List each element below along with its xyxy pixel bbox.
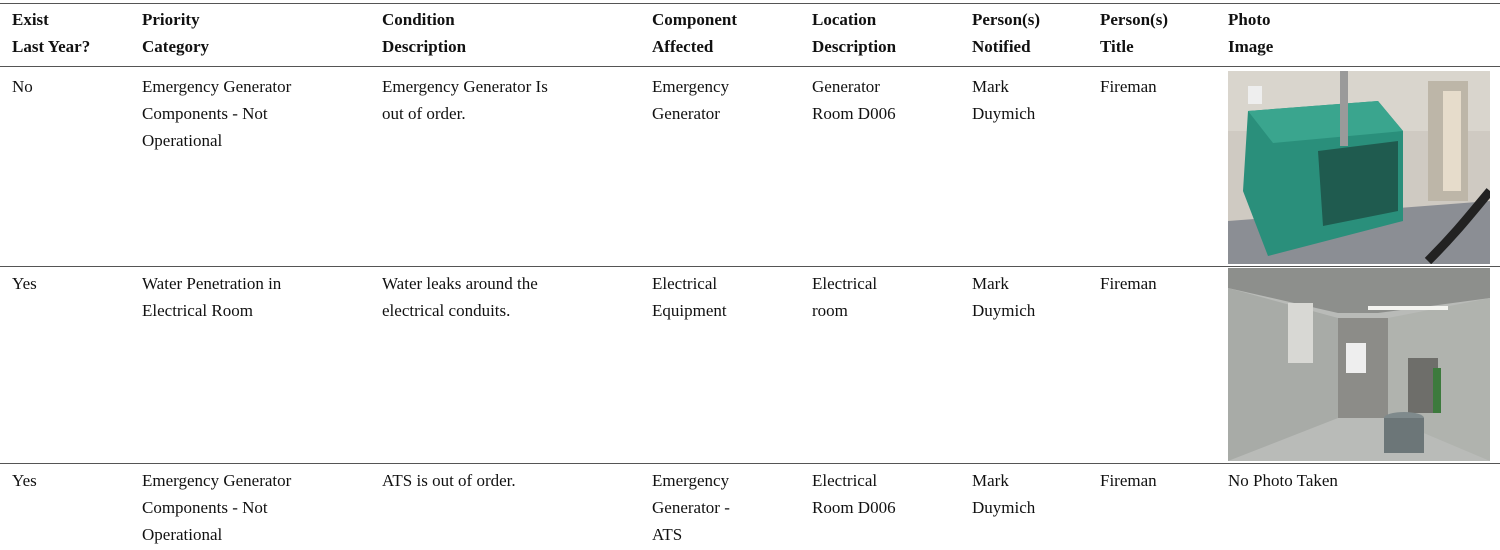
persons-title: Fireman <box>1100 274 1157 293</box>
header-priority-category: Priority <box>142 10 200 29</box>
priority-category: Electrical Room <box>142 301 253 320</box>
header-condition-description: Description <box>382 37 467 56</box>
priority-category: Operational <box>142 131 223 150</box>
persons-notified: Duymich <box>972 301 1036 320</box>
header-persons-title: Title <box>1100 37 1134 56</box>
component-affected: Emergency <box>652 471 730 490</box>
header-component-affected: Component <box>652 10 738 29</box>
component-affected: Generator - <box>652 498 730 517</box>
priority-category: Water Penetration in <box>142 274 282 293</box>
header-rule <box>0 66 1500 67</box>
location-description: Generator <box>812 77 880 96</box>
photo-generator <box>1228 71 1490 264</box>
exist-last-year: No <box>12 77 33 96</box>
header-component-affected: Affected <box>652 37 714 56</box>
persons-title: Fireman <box>1100 77 1157 96</box>
persons-notified: Mark <box>972 274 1009 293</box>
location-description: Room D006 <box>812 498 896 517</box>
priority-category: Operational <box>142 525 223 544</box>
priority-category: Components - Not <box>142 104 268 123</box>
header-priority-category: Category <box>142 37 210 56</box>
priority-category: Emergency Generator <box>142 471 292 490</box>
header-photo-image: Photo <box>1228 10 1271 29</box>
persons-notified: Mark <box>972 77 1009 96</box>
location-description: Electrical <box>812 274 878 293</box>
header-location-description: Location <box>812 10 877 29</box>
photo-image: No Photo Taken <box>1228 471 1338 490</box>
header-exist-last-year: Last Year? <box>12 37 91 56</box>
location-description: room <box>812 301 848 320</box>
component-affected: Equipment <box>652 301 727 320</box>
condition-description: electrical conduits. <box>382 301 511 320</box>
persons-title: Fireman <box>1100 471 1157 490</box>
condition-description: Emergency Generator Is <box>382 77 548 96</box>
header-persons-notified: Person(s) <box>972 10 1040 29</box>
exist-last-year: Yes <box>12 274 37 293</box>
component-affected: Electrical <box>652 274 718 293</box>
priority-category: Components - Not <box>142 498 268 517</box>
header-location-description: Description <box>812 37 897 56</box>
header-persons-notified: Notified <box>972 37 1031 56</box>
component-affected: ATS <box>652 525 683 544</box>
location-description: Electrical <box>812 471 878 490</box>
header-persons-title: Person(s) <box>1100 10 1168 29</box>
persons-notified: Mark <box>972 471 1009 490</box>
photo-electrical-room <box>1228 268 1490 461</box>
persons-notified: Duymich <box>972 104 1036 123</box>
header-photo-image: Image <box>1228 37 1274 56</box>
header-exist-last-year: Exist <box>12 10 49 29</box>
condition-description: ATS is out of order. <box>382 471 516 490</box>
table-top-rule <box>0 3 1500 4</box>
priority-category: Emergency Generator <box>142 77 292 96</box>
row-rule <box>0 266 1500 267</box>
persons-notified: Duymich <box>972 498 1036 517</box>
location-description: Room D006 <box>812 104 896 123</box>
condition-description: out of order. <box>382 104 466 123</box>
header-condition-description: Condition <box>382 10 455 29</box>
condition-description: Water leaks around the <box>382 274 538 293</box>
component-affected: Emergency <box>652 77 730 96</box>
component-affected: Generator <box>652 104 720 123</box>
row-rule <box>0 463 1500 464</box>
exist-last-year: Yes <box>12 471 37 490</box>
